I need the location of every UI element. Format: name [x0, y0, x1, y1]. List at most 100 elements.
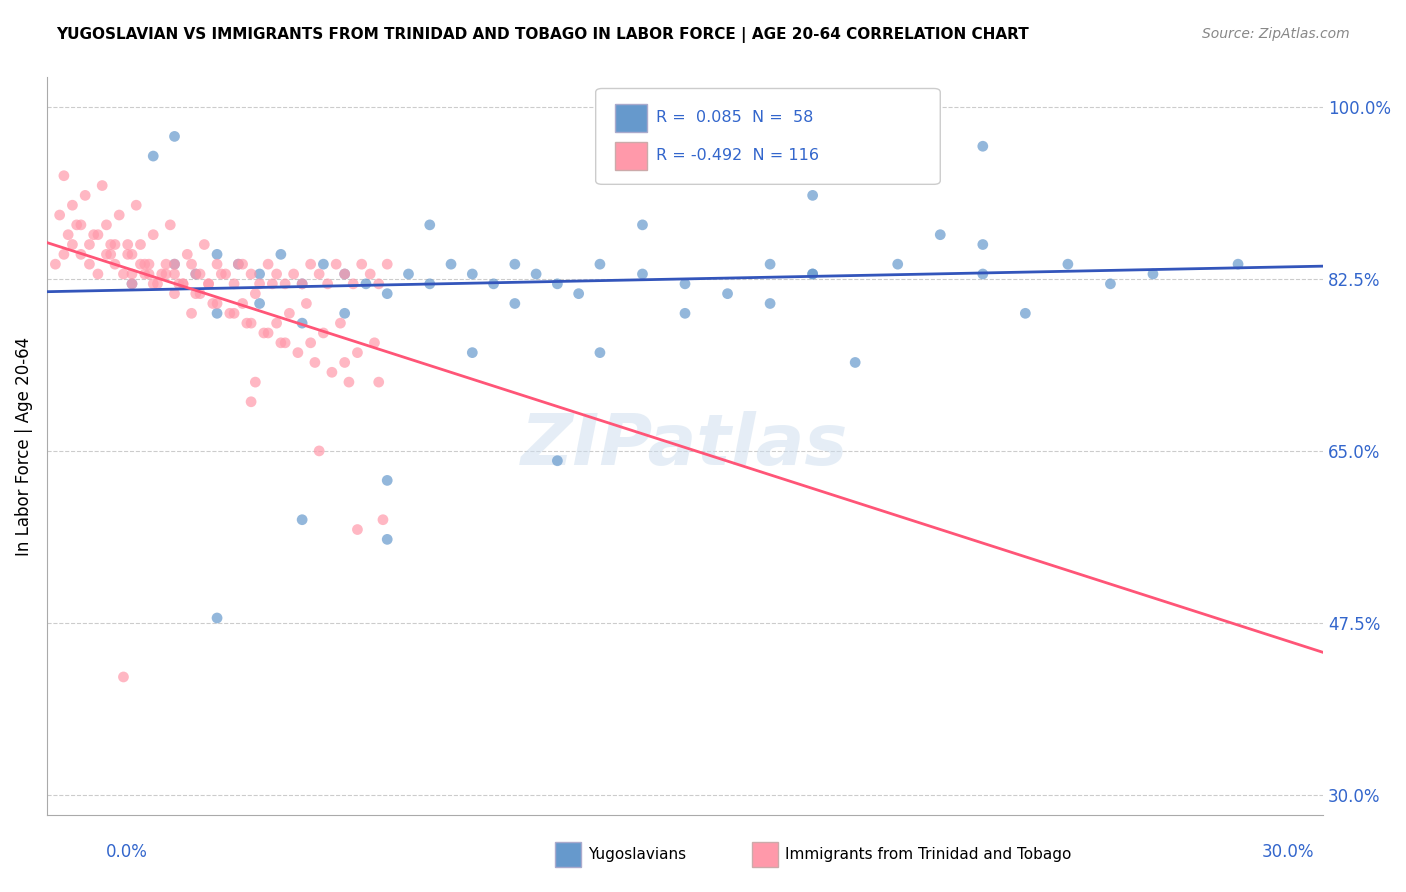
Point — [245, 375, 267, 389]
Text: ZIPatlas: ZIPatlas — [522, 411, 849, 481]
Point — [197, 277, 219, 291]
Point — [304, 355, 326, 369]
Point — [104, 257, 127, 271]
Point — [142, 227, 165, 242]
Point — [308, 444, 330, 458]
Point — [134, 267, 156, 281]
Point — [163, 286, 186, 301]
Point — [886, 257, 908, 271]
Point — [321, 365, 343, 379]
Point — [180, 306, 202, 320]
Point — [205, 611, 228, 625]
Point — [172, 277, 194, 291]
Point — [205, 296, 228, 310]
Text: R = -0.492  N = 116: R = -0.492 N = 116 — [655, 148, 818, 163]
Point — [228, 257, 250, 271]
Point — [299, 257, 322, 271]
Point — [121, 267, 143, 281]
Text: Yugoslavians: Yugoslavians — [588, 847, 686, 862]
Point — [844, 355, 866, 369]
Point — [333, 355, 356, 369]
Point — [631, 267, 654, 281]
Point — [83, 227, 105, 242]
Point — [325, 257, 347, 271]
Point — [108, 208, 131, 222]
Point — [117, 247, 139, 261]
Point — [801, 267, 824, 281]
Point — [70, 218, 93, 232]
Point — [117, 237, 139, 252]
Point — [270, 335, 292, 350]
Point — [121, 277, 143, 291]
Point — [163, 257, 186, 271]
Point — [354, 277, 377, 291]
Point — [155, 267, 177, 281]
Point — [249, 277, 271, 291]
Point — [363, 335, 385, 350]
Point — [240, 316, 263, 330]
Point — [673, 306, 696, 320]
Point — [291, 513, 314, 527]
Y-axis label: In Labor Force | Age 20-64: In Labor Force | Age 20-64 — [15, 336, 32, 556]
Point — [104, 237, 127, 252]
Point — [222, 306, 245, 320]
Point — [801, 267, 824, 281]
Point — [129, 237, 152, 252]
Point — [48, 208, 70, 222]
Point — [146, 277, 169, 291]
Text: R =  0.085  N =  58: R = 0.085 N = 58 — [655, 111, 813, 126]
Point — [589, 345, 612, 359]
Point — [1014, 306, 1036, 320]
Point — [91, 178, 114, 193]
Point — [228, 257, 250, 271]
Point — [62, 198, 84, 212]
Point — [197, 277, 219, 291]
Point — [205, 247, 228, 261]
Point — [419, 218, 441, 232]
Point — [201, 296, 224, 310]
Point — [87, 267, 110, 281]
Point — [350, 257, 373, 271]
Bar — [614, 142, 647, 170]
Point — [79, 237, 101, 252]
Point — [270, 247, 292, 261]
Text: Source: ZipAtlas.com: Source: ZipAtlas.com — [1202, 27, 1350, 41]
Point — [546, 277, 568, 291]
Point — [972, 267, 994, 281]
Point — [375, 533, 398, 547]
Point — [371, 513, 394, 527]
Point — [266, 316, 288, 330]
Point — [167, 277, 190, 291]
Point — [245, 286, 267, 301]
Point — [337, 375, 360, 389]
Point — [1227, 257, 1250, 271]
Point — [375, 286, 398, 301]
Point — [62, 237, 84, 252]
Point — [193, 237, 215, 252]
Point — [398, 267, 420, 281]
Point — [1142, 267, 1164, 281]
Point — [138, 257, 160, 271]
Point — [155, 257, 177, 271]
Point — [75, 188, 97, 202]
Point — [214, 267, 236, 281]
Point — [972, 237, 994, 252]
Point — [112, 267, 135, 281]
Point — [503, 257, 526, 271]
Point — [367, 375, 389, 389]
Point — [163, 129, 186, 144]
Point — [274, 277, 297, 291]
Point — [482, 277, 505, 291]
Point — [274, 335, 297, 350]
Point — [172, 277, 194, 291]
Text: 30.0%: 30.0% — [1263, 843, 1315, 861]
Point — [631, 218, 654, 232]
Point — [367, 277, 389, 291]
Point — [342, 277, 364, 291]
Point — [546, 454, 568, 468]
Point — [440, 257, 463, 271]
Point — [66, 218, 89, 232]
Point — [134, 257, 156, 271]
Point — [249, 296, 271, 310]
Point — [222, 277, 245, 291]
